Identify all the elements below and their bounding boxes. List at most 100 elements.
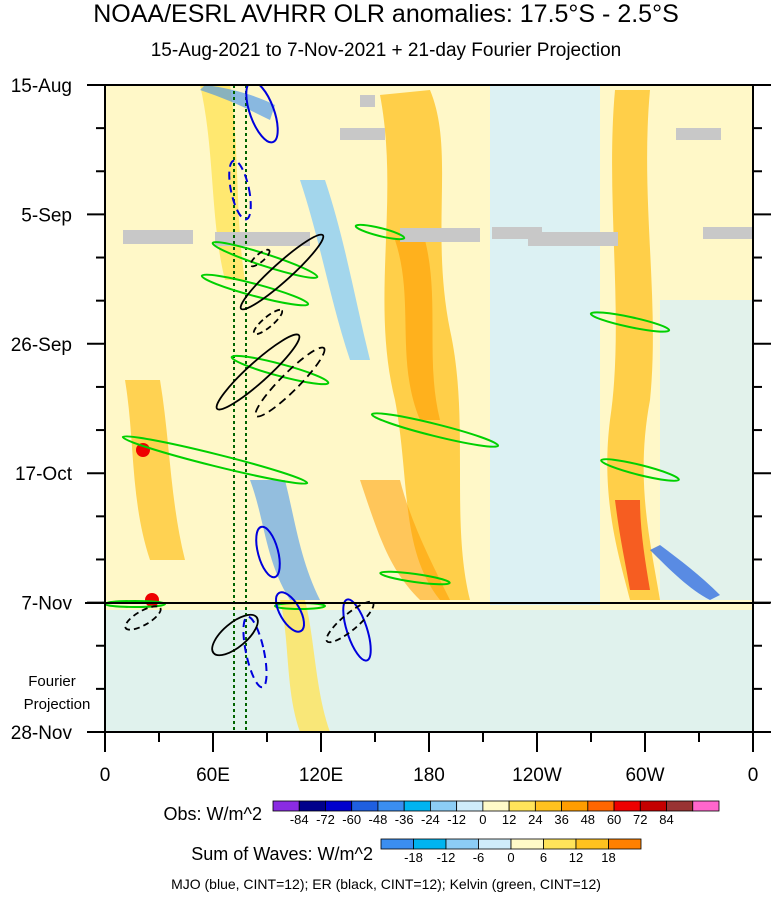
y-tick-label: 17-Oct xyxy=(15,464,73,485)
wave-legend-label: Sum of Waves: W/m^2 xyxy=(191,844,373,864)
y-tick-label: 28-Nov xyxy=(11,723,73,744)
obs-legend-tick-label: 24 xyxy=(528,812,542,827)
missing-data xyxy=(400,228,480,242)
field-region xyxy=(490,85,600,605)
obs-legend-tick-label: 36 xyxy=(554,812,568,827)
obs-legend-tick-label: 60 xyxy=(607,812,621,827)
obs-legend-tick-label: 48 xyxy=(581,812,595,827)
obs-legend-swatch xyxy=(377,800,405,812)
er-contour xyxy=(254,346,326,418)
obs-legend-swatch xyxy=(430,800,458,812)
obs-legend-swatch xyxy=(272,800,300,812)
wave-legend-swatch xyxy=(608,838,642,850)
field-warm-band xyxy=(125,380,185,560)
chart-title: NOAA/ESRL AVHRR OLR anomalies: 17.5°S - … xyxy=(93,0,679,28)
obs-legend-tick-label: -12 xyxy=(447,812,466,827)
x-tick-label: 120E xyxy=(299,765,343,786)
obs-legend-tick-label: -72 xyxy=(316,812,335,827)
kelvin-contour xyxy=(589,311,671,333)
obs-legend-tick-label: 12 xyxy=(502,812,516,827)
wave-legend-tick-label: 18 xyxy=(601,850,615,865)
kelvin-contour xyxy=(379,570,451,586)
y-tick-label: 15-Aug xyxy=(11,76,72,97)
missing-data xyxy=(703,227,753,239)
chart-caption: MJO (blue, CINT=12); ER (black, CINT=12)… xyxy=(171,876,601,892)
mjo-contour xyxy=(245,85,279,144)
x-tick-label: 0 xyxy=(100,765,111,786)
obs-legend-tick-label: -60 xyxy=(342,812,361,827)
obs-legend-swatch xyxy=(325,800,353,812)
wave-legend-swatch xyxy=(445,838,479,850)
field-warm-spot xyxy=(145,593,159,607)
wave-legend-swatch xyxy=(543,838,577,850)
obs-legend: Obs: W/m^2 -84 -72 -60 -48 -36 -24 -12 0 12 24 36 4… xyxy=(164,800,720,827)
kelvin-contour xyxy=(354,223,406,241)
er-contour xyxy=(215,333,301,411)
wave-legend-swatch xyxy=(510,838,544,850)
field-cool-patch xyxy=(250,480,320,600)
wave-legend: Sum of Waves: W/m^2 -18 -12 -6 0 6 12 18 xyxy=(191,838,642,865)
obs-legend-swatch xyxy=(534,800,562,812)
er-contour xyxy=(211,613,259,657)
projection-label-line2: Projection xyxy=(24,696,91,713)
obs-legend-tick-label: -36 xyxy=(395,812,414,827)
er-contour xyxy=(239,233,325,311)
y-tick-label: 26-Sep xyxy=(11,335,72,356)
obs-legend-swatch xyxy=(403,800,431,812)
kelvin-contour xyxy=(600,458,680,482)
x-axis: 0 60E 120E 180 120W 60W 0 xyxy=(100,732,759,786)
obs-legend-tick-label: 84 xyxy=(659,812,673,827)
field-projection-region xyxy=(105,610,753,732)
x-tick-label: 0 xyxy=(748,765,759,786)
wave-legend-tick-label: -6 xyxy=(473,850,485,865)
y-tick-label: 7-Nov xyxy=(21,594,72,615)
missing-data xyxy=(676,128,721,140)
obs-legend-swatch xyxy=(482,800,510,812)
field-cool-patch xyxy=(300,180,370,360)
chart-subtitle: 15-Aug-2021 to 7-Nov-2021 + 21-day Fouri… xyxy=(150,40,622,61)
obs-legend-swatch xyxy=(666,800,694,812)
obs-legend-swatch xyxy=(456,800,484,812)
field-warm-band xyxy=(395,240,440,420)
wave-legend-swatch xyxy=(380,838,414,850)
y-tick-label: 5-Sep xyxy=(21,205,72,226)
field-warm-band xyxy=(607,90,660,600)
mjo-contour xyxy=(242,615,268,689)
kelvin-contour xyxy=(211,241,319,279)
obs-legend-swatch xyxy=(613,800,641,812)
obs-legend-tick-label: -24 xyxy=(421,812,440,827)
x-tick-label: 120W xyxy=(512,765,562,786)
obs-legend-label: Obs: W/m^2 xyxy=(164,804,262,824)
wave-legend-swatch xyxy=(478,838,512,850)
obs-legend-swatch xyxy=(298,800,326,812)
obs-legend-swatch xyxy=(561,800,589,812)
obs-legend-swatch xyxy=(692,800,720,812)
wave-legend-tick-label: 12 xyxy=(569,850,583,865)
obs-legend-tick-label: -48 xyxy=(369,812,388,827)
x-tick-label: 60E xyxy=(196,765,230,786)
field-warm-band xyxy=(615,500,650,590)
mjo-contour xyxy=(275,591,305,633)
field-region xyxy=(660,300,753,600)
x-tick-label: 60W xyxy=(625,765,664,786)
field-cool-patch xyxy=(650,545,720,600)
mjo-contour xyxy=(255,525,281,579)
obs-legend-swatch xyxy=(639,800,667,812)
obs-legend-tick-label: -84 xyxy=(290,812,309,827)
kelvin-contour xyxy=(370,412,500,448)
missing-data xyxy=(123,230,193,244)
projection-label-line1: Fourier xyxy=(28,673,76,690)
wave-legend-swatch xyxy=(575,838,609,850)
wave-legend-tick-label: -12 xyxy=(437,850,456,865)
obs-legend-swatch xyxy=(587,800,615,812)
missing-data xyxy=(340,128,385,140)
wave-legend-tick-label: -18 xyxy=(404,850,423,865)
x-tick-label: 180 xyxy=(413,765,445,786)
missing-data xyxy=(215,232,310,246)
field-warm-band xyxy=(360,480,450,600)
kelvin-contour xyxy=(121,435,309,485)
obs-legend-tick-label: 72 xyxy=(633,812,647,827)
field-warm-band xyxy=(280,600,330,732)
missing-data xyxy=(528,232,618,246)
